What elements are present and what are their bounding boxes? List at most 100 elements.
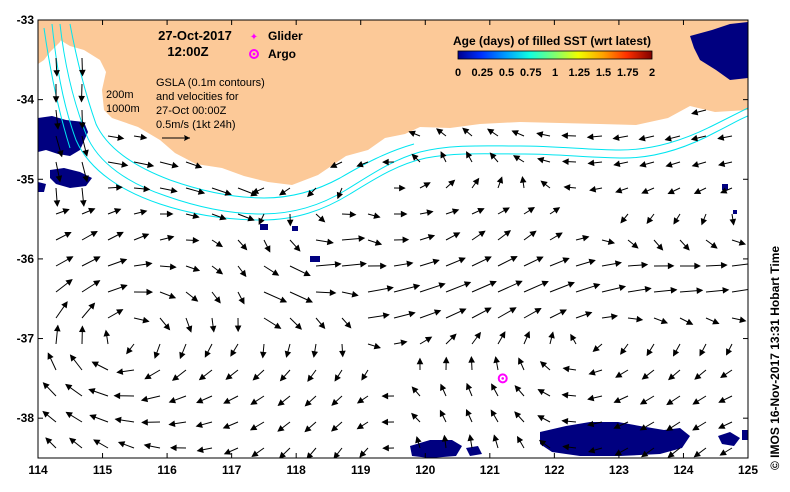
velocity-arrowhead <box>279 451 286 458</box>
velocity-arrowhead <box>478 230 486 238</box>
argo-legend-label: Argo <box>268 47 296 61</box>
velocity-arrowhead <box>179 351 186 360</box>
y-axis: -33 -34 -35 -36 -37 -38 <box>17 13 748 425</box>
colorbar-ticks: 0 0.25 0.5 0.75 1 1.25 1.5 1.75 2 <box>455 67 655 79</box>
x-tick-label: 118 <box>287 463 307 477</box>
velocity-arrowhead <box>514 385 522 393</box>
velocity-arrowhead <box>47 352 54 360</box>
velocity-arrowhead <box>459 308 467 315</box>
velocity-arrowhead <box>329 289 337 296</box>
velocity-arrowhead <box>373 212 381 219</box>
velocity-arrowhead <box>374 239 383 246</box>
velocity-arrowhead <box>141 418 148 426</box>
velocity-arrowhead <box>356 422 364 430</box>
x-tick-label: 116 <box>157 463 177 477</box>
velocity-arrows <box>42 57 748 458</box>
velocity-arrowhead <box>514 411 522 419</box>
imos-credit: © IMOS 16-Nov-2017 13:31 Hobart Time <box>768 246 782 470</box>
velocity-arrowhead <box>171 161 179 169</box>
velocity-arrowhead <box>638 134 646 142</box>
velocity-arrowhead <box>502 207 510 214</box>
velocity-arrowhead <box>537 415 545 422</box>
velocity-arrowhead <box>646 216 654 225</box>
velocity-arrowhead <box>433 309 442 316</box>
velocity-arrowhead <box>424 336 433 343</box>
velocity-arrowhead <box>304 399 312 407</box>
velocity-arrowhead <box>586 133 594 141</box>
velocity-arrowhead <box>588 369 596 376</box>
velocity-scale-arrow <box>162 135 190 141</box>
velocity-arrowhead <box>439 409 446 418</box>
velocity-arrowhead <box>192 237 200 244</box>
velocity-arrowhead <box>618 284 627 291</box>
velocity-arrowhead <box>510 256 518 263</box>
velocity-arrowhead <box>588 258 596 266</box>
velocity-arrowhead <box>587 159 595 167</box>
velocity-arrowhead <box>191 295 199 302</box>
velocity-arrowhead <box>82 175 89 183</box>
velocity-arrowhead <box>356 397 365 404</box>
velocity-arrowhead <box>247 215 255 222</box>
velocity-arrowhead <box>293 244 301 252</box>
velocity-arrowhead <box>284 350 292 358</box>
velocity-arrowhead <box>406 260 414 268</box>
x-axis: 114 115 116 117 118 119 120 121 122 123 124 125 <box>28 20 758 477</box>
velocity-arrowhead <box>692 424 700 431</box>
velocity-arrowhead <box>126 347 133 355</box>
velocity-arrowhead <box>358 235 366 242</box>
velocity-arrowhead <box>453 232 461 239</box>
velocity-arrowhead <box>279 374 287 382</box>
velocity-arrowhead <box>613 160 621 167</box>
velocity-arrowhead <box>492 434 500 442</box>
velocity-arrowhead <box>667 262 675 270</box>
colorbar-title: Age (days) of filled SST (wrt latest) <box>453 34 651 48</box>
velocity-arrowhead <box>660 317 669 325</box>
velocity-arrowhead <box>147 161 155 169</box>
velocity-arrowhead <box>78 95 85 103</box>
velocity-arrowhead <box>344 321 352 329</box>
velocity-arrowhead <box>493 356 500 364</box>
y-tick-label: -35 <box>17 172 35 186</box>
velocity-arrowhead <box>303 270 311 277</box>
velocity-arrowhead <box>360 260 367 268</box>
y-tick-label: -37 <box>17 332 35 346</box>
velocity-arrow <box>731 289 748 293</box>
velocity-arrowhead <box>620 347 627 355</box>
colorbar-tick-label: 1.5 <box>596 67 611 79</box>
velocity-arrowhead <box>538 439 547 447</box>
velocity-arrowhead <box>694 262 701 270</box>
velocity-arrowhead <box>561 391 569 399</box>
velocity-arrowhead <box>141 233 150 240</box>
velocity-arrowhead <box>512 155 521 162</box>
velocity-arrowhead <box>692 398 700 405</box>
velocity-arrowhead <box>223 397 231 404</box>
velocity-arrowhead <box>196 397 204 404</box>
velocity-arrowhead <box>490 409 497 417</box>
velocity-arrowhead <box>171 374 180 381</box>
velocity-arrowhead <box>402 236 410 244</box>
velocity-arrowhead <box>117 441 126 448</box>
velocity-arrowhead <box>373 342 381 350</box>
velocity-arrowhead <box>121 161 129 168</box>
velocity-arrowhead <box>53 324 61 332</box>
velocity-arrowhead <box>484 307 492 314</box>
contour-label-1000m: 1000m <box>106 103 140 115</box>
colorbar-tick-label: 1.75 <box>617 67 638 79</box>
velocity-arrowhead <box>717 134 725 141</box>
velocity-arrowhead <box>631 241 639 249</box>
velocity-arrowhead <box>641 187 649 194</box>
velocity-arrowhead <box>467 434 475 442</box>
velocity-arrowhead <box>185 325 193 333</box>
x-tick-label: 119 <box>351 463 371 477</box>
velocity-arrowhead <box>563 184 571 191</box>
velocity-arrowhead <box>219 214 227 221</box>
velocity-arrowhead <box>349 211 357 218</box>
velocity-arrowhead <box>116 309 124 316</box>
velocity-arrowhead <box>523 331 531 339</box>
velocity-arrowhead <box>468 355 475 363</box>
velocity-arrowhead <box>615 187 623 194</box>
velocity-arrowhead <box>620 216 628 224</box>
velocity-arrowhead <box>516 435 524 444</box>
velocity-arrowhead <box>664 135 672 142</box>
